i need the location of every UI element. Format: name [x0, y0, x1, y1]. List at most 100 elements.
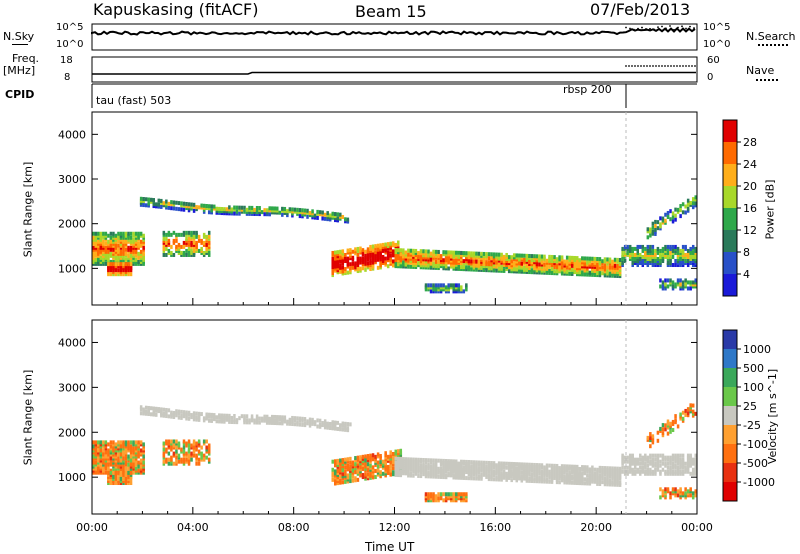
echo-cell — [313, 213, 317, 218]
echo-cell — [170, 410, 173, 415]
echo-cell — [437, 285, 440, 290]
echo-cell — [686, 411, 690, 416]
echo-cell — [341, 468, 345, 473]
echo-cell — [449, 494, 453, 499]
echo-cell — [122, 458, 125, 463]
echo-cell — [553, 465, 556, 470]
echo-cell — [99, 261, 103, 266]
echo-cell — [339, 427, 342, 432]
echo-cell — [92, 231, 95, 236]
echo-cell — [437, 264, 440, 269]
echo-cell — [155, 408, 158, 413]
echo-cell — [334, 250, 337, 255]
echo-cell — [485, 468, 488, 473]
echo-cell — [535, 262, 539, 267]
echo-cell — [507, 469, 511, 474]
echo-cell — [477, 251, 481, 256]
echo-cell — [480, 474, 483, 479]
echo-cell — [654, 231, 657, 236]
echo-cell — [465, 459, 468, 464]
nsky-line — [91, 27, 696, 36]
echo-cell — [399, 450, 403, 455]
echo-cell — [129, 458, 133, 463]
echo-cell — [117, 249, 120, 254]
echo-cell — [533, 471, 536, 476]
echo-cell — [187, 457, 191, 462]
echo-cell — [394, 264, 397, 269]
echo-cell — [170, 244, 173, 249]
echo-cell — [366, 466, 370, 471]
echo-cell — [119, 253, 123, 258]
echo-cell — [538, 258, 541, 263]
echo-cell — [457, 473, 461, 478]
echo-cell — [661, 433, 665, 438]
echo-cell — [180, 409, 183, 414]
echo-cell — [197, 443, 201, 448]
echo-cell — [172, 410, 176, 415]
echo-cell — [694, 465, 697, 470]
echo-cell — [109, 247, 113, 252]
echo-cell — [502, 258, 506, 263]
echo-cell — [588, 475, 592, 480]
echo-cell — [676, 459, 680, 464]
echo-cell — [671, 463, 675, 468]
echo-cell — [684, 469, 687, 474]
echo-cell — [92, 448, 95, 453]
echo-cell — [518, 474, 521, 479]
echo-cell — [472, 253, 476, 258]
echo-cell — [200, 445, 203, 450]
echo-cell — [127, 470, 130, 475]
echo-cell — [538, 467, 541, 472]
echo-cell — [336, 262, 340, 267]
echo-cell — [127, 458, 130, 463]
echo-cell — [220, 413, 224, 418]
echo-cell — [127, 462, 130, 467]
echo-cell — [197, 411, 201, 416]
echo-cell — [311, 419, 314, 424]
echo-cell — [341, 423, 345, 428]
echo-cell — [578, 473, 582, 478]
echo-cell — [646, 250, 650, 255]
echo-cell — [608, 470, 612, 475]
echo-cell — [681, 469, 685, 474]
echo-cell — [681, 256, 685, 261]
echo-cell — [689, 487, 692, 492]
echo-cell — [671, 263, 675, 268]
echo-cell — [139, 198, 143, 203]
echo-cell — [560, 468, 564, 473]
echo-cell — [603, 482, 607, 487]
echo-cell — [550, 479, 554, 484]
echo-cell — [639, 258, 642, 263]
echo-cell — [114, 235, 118, 240]
echo-cell — [656, 220, 660, 225]
echo-cell — [339, 423, 342, 428]
echo-cell — [165, 236, 168, 241]
echo-cell — [102, 243, 105, 248]
echo-cell — [679, 463, 682, 468]
echo-cell — [591, 477, 594, 482]
echo-cell — [631, 254, 634, 259]
echo-cell — [233, 420, 236, 425]
echo-cell — [177, 207, 181, 212]
echo-cell — [689, 282, 692, 287]
echo-cell — [694, 256, 697, 261]
echo-cell — [137, 241, 140, 246]
echo-cell — [618, 470, 622, 475]
echo-cell — [500, 260, 503, 265]
echo-cell — [94, 251, 98, 256]
echo-cell — [364, 257, 367, 262]
echo-cell — [142, 241, 145, 246]
echo-cell — [686, 198, 690, 203]
nave-legend-line — [756, 79, 778, 81]
echo-cell — [442, 498, 445, 503]
echo-cell — [384, 248, 387, 253]
echo-cell — [185, 240, 188, 245]
echo-cell — [679, 204, 682, 209]
echo-cell — [177, 445, 181, 450]
echo-cell — [117, 268, 120, 273]
echo-cell — [550, 477, 554, 482]
echo-cell — [230, 415, 234, 420]
echo-cell — [172, 238, 176, 243]
echo-cell — [434, 287, 438, 292]
echo-cell — [112, 476, 115, 481]
